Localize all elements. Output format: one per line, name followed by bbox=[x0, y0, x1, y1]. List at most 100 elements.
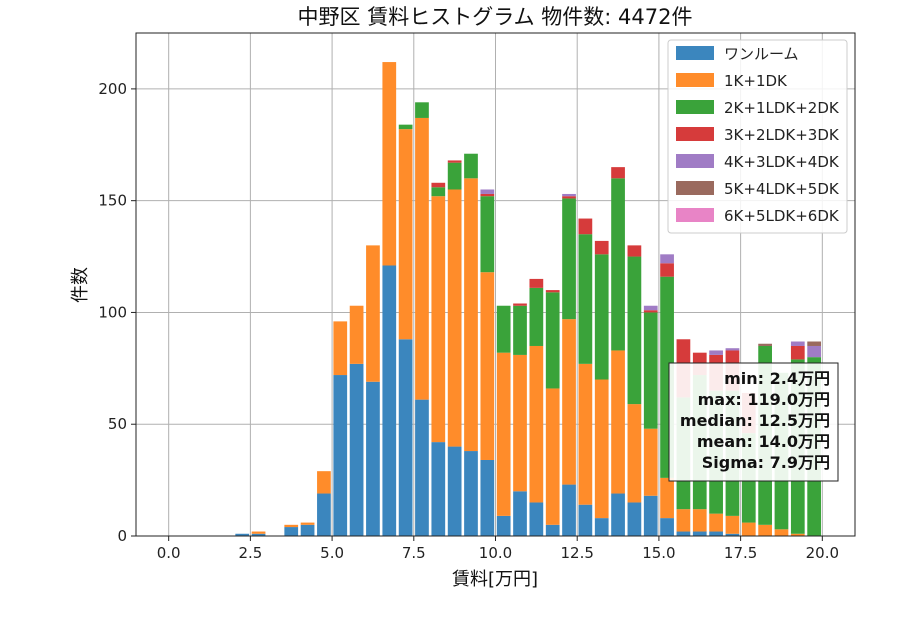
x-tick-label: 10.0 bbox=[479, 544, 512, 562]
histogram-bar bbox=[578, 218, 593, 235]
histogram-bar bbox=[431, 196, 446, 443]
legend-label: 6K+5LDK+6DK bbox=[724, 207, 840, 225]
histogram-bar bbox=[627, 256, 642, 405]
histogram-bar bbox=[513, 354, 527, 492]
histogram-bar bbox=[611, 178, 625, 351]
histogram-bar bbox=[562, 196, 576, 199]
histogram-bar bbox=[774, 529, 789, 536]
legend-label: 4K+3LDK+4DK bbox=[724, 153, 840, 171]
histogram-bar bbox=[692, 509, 707, 532]
legend-swatch bbox=[676, 73, 714, 87]
histogram-bar bbox=[447, 446, 462, 536]
histogram-bar bbox=[660, 477, 674, 519]
histogram-bar bbox=[496, 305, 511, 353]
histogram-bar bbox=[251, 533, 266, 536]
histogram-bar bbox=[594, 518, 609, 536]
legend-label: ワンルーム bbox=[724, 45, 799, 63]
histogram-bar bbox=[333, 321, 348, 376]
legend-label: 2K+1LDK+2DK bbox=[724, 99, 840, 117]
histogram-bar bbox=[464, 451, 478, 536]
histogram-bar bbox=[692, 531, 707, 536]
histogram-bar bbox=[366, 381, 380, 536]
legend-swatch bbox=[676, 181, 714, 195]
histogram-bar bbox=[562, 319, 576, 485]
histogram-bar bbox=[594, 240, 609, 255]
histogram-bar bbox=[513, 303, 527, 306]
histogram-bar bbox=[317, 471, 331, 494]
legend-swatch bbox=[676, 208, 714, 222]
histogram-bar bbox=[709, 513, 723, 532]
histogram-bar bbox=[790, 345, 805, 360]
legend-label: 3K+2LDK+3DK bbox=[724, 126, 840, 144]
histogram-bar bbox=[611, 350, 625, 494]
histogram-bar bbox=[660, 518, 674, 536]
histogram-bar bbox=[447, 162, 462, 190]
bars bbox=[235, 62, 822, 536]
histogram-bar bbox=[366, 245, 380, 382]
histogram-bar bbox=[611, 167, 625, 179]
histogram-bar bbox=[431, 187, 446, 197]
histogram-bar bbox=[398, 124, 413, 130]
histogram-bar bbox=[529, 287, 544, 346]
histogram-bar bbox=[676, 531, 691, 536]
legend-swatch bbox=[676, 46, 714, 60]
legend-swatch bbox=[676, 154, 714, 168]
legend-swatch bbox=[676, 127, 714, 141]
histogram-bar bbox=[431, 442, 446, 536]
histogram-bar bbox=[447, 160, 462, 163]
histogram-bar bbox=[464, 178, 478, 452]
histogram-bar bbox=[480, 459, 495, 536]
histogram-bar bbox=[562, 193, 576, 197]
histogram-bar bbox=[741, 522, 756, 536]
legend-label: 1K+1DK bbox=[724, 72, 788, 90]
x-tick-label: 5.0 bbox=[320, 544, 344, 562]
legend-swatch bbox=[676, 100, 714, 114]
histogram-bar bbox=[627, 245, 642, 257]
histogram-bar bbox=[578, 363, 593, 505]
histogram-bar bbox=[545, 290, 560, 293]
histogram-bar bbox=[480, 189, 495, 194]
histogram-bar bbox=[594, 379, 609, 519]
stats-line: median: 12.5万円 bbox=[680, 411, 830, 430]
histogram-bar bbox=[284, 527, 299, 536]
histogram-bar bbox=[790, 341, 805, 346]
histogram-bar bbox=[382, 62, 397, 266]
histogram-bar bbox=[643, 312, 658, 429]
histogram-bar bbox=[529, 345, 544, 503]
histogram-bar bbox=[431, 182, 446, 188]
histogram-bar bbox=[300, 522, 315, 525]
histogram-bar bbox=[676, 509, 691, 532]
histogram-bar bbox=[349, 305, 364, 364]
y-tick-label: 100 bbox=[98, 303, 127, 321]
histogram-bar bbox=[660, 263, 674, 277]
histogram-bar bbox=[382, 265, 397, 536]
histogram-bar bbox=[758, 343, 772, 346]
histogram-bar bbox=[562, 198, 576, 320]
histogram-bar bbox=[545, 388, 560, 525]
histogram-bar bbox=[545, 292, 560, 389]
stats-box: min: 2.4万円 max: 119.0万円 median: 12.5万円 mean… bbox=[668, 362, 839, 482]
x-axis-title: 賃料[万円] bbox=[452, 569, 538, 590]
histogram-bar bbox=[709, 531, 723, 536]
histogram-bar bbox=[415, 399, 429, 536]
y-tick-label: 200 bbox=[98, 80, 127, 98]
histogram-bar bbox=[611, 493, 625, 536]
histogram-bar bbox=[529, 278, 544, 288]
histogram-bar bbox=[643, 428, 658, 496]
chart-title: 中野区 賃料ヒストグラム 物件数: 4472件 bbox=[298, 5, 693, 29]
histogram-bar bbox=[627, 502, 642, 536]
histogram-bar bbox=[235, 533, 250, 536]
stats-line: min: 2.4万円 bbox=[724, 369, 830, 388]
axis-ticks: 0.0 2.5 5.0 7.5 10.0 12.5 15.0 17.5 20.0 0 50 100 15… bbox=[98, 80, 839, 562]
histogram-bar bbox=[251, 531, 266, 534]
histogram-bar bbox=[545, 524, 560, 536]
histogram-bar bbox=[627, 404, 642, 503]
histogram-bar bbox=[317, 493, 331, 536]
histogram-bar bbox=[284, 524, 299, 528]
histogram-bar bbox=[643, 305, 658, 311]
histogram-bar bbox=[496, 515, 511, 536]
y-tick-label: 150 bbox=[98, 192, 127, 210]
y-tick-label: 0 bbox=[117, 527, 127, 545]
x-tick-label: 20.0 bbox=[806, 544, 839, 562]
histogram-bar bbox=[480, 272, 495, 460]
